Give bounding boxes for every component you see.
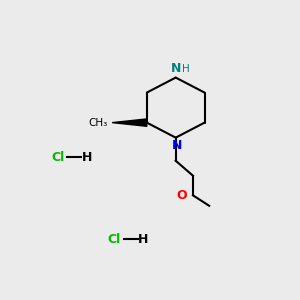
- Text: N: N: [172, 139, 182, 152]
- Text: Cl: Cl: [108, 233, 121, 246]
- Text: O: O: [177, 189, 187, 202]
- Text: H: H: [182, 64, 189, 74]
- Polygon shape: [112, 119, 147, 126]
- Text: CH₃: CH₃: [89, 118, 108, 128]
- Text: H: H: [138, 233, 148, 246]
- Text: Cl: Cl: [51, 151, 64, 164]
- Text: N: N: [170, 62, 181, 75]
- Text: H: H: [82, 151, 92, 164]
